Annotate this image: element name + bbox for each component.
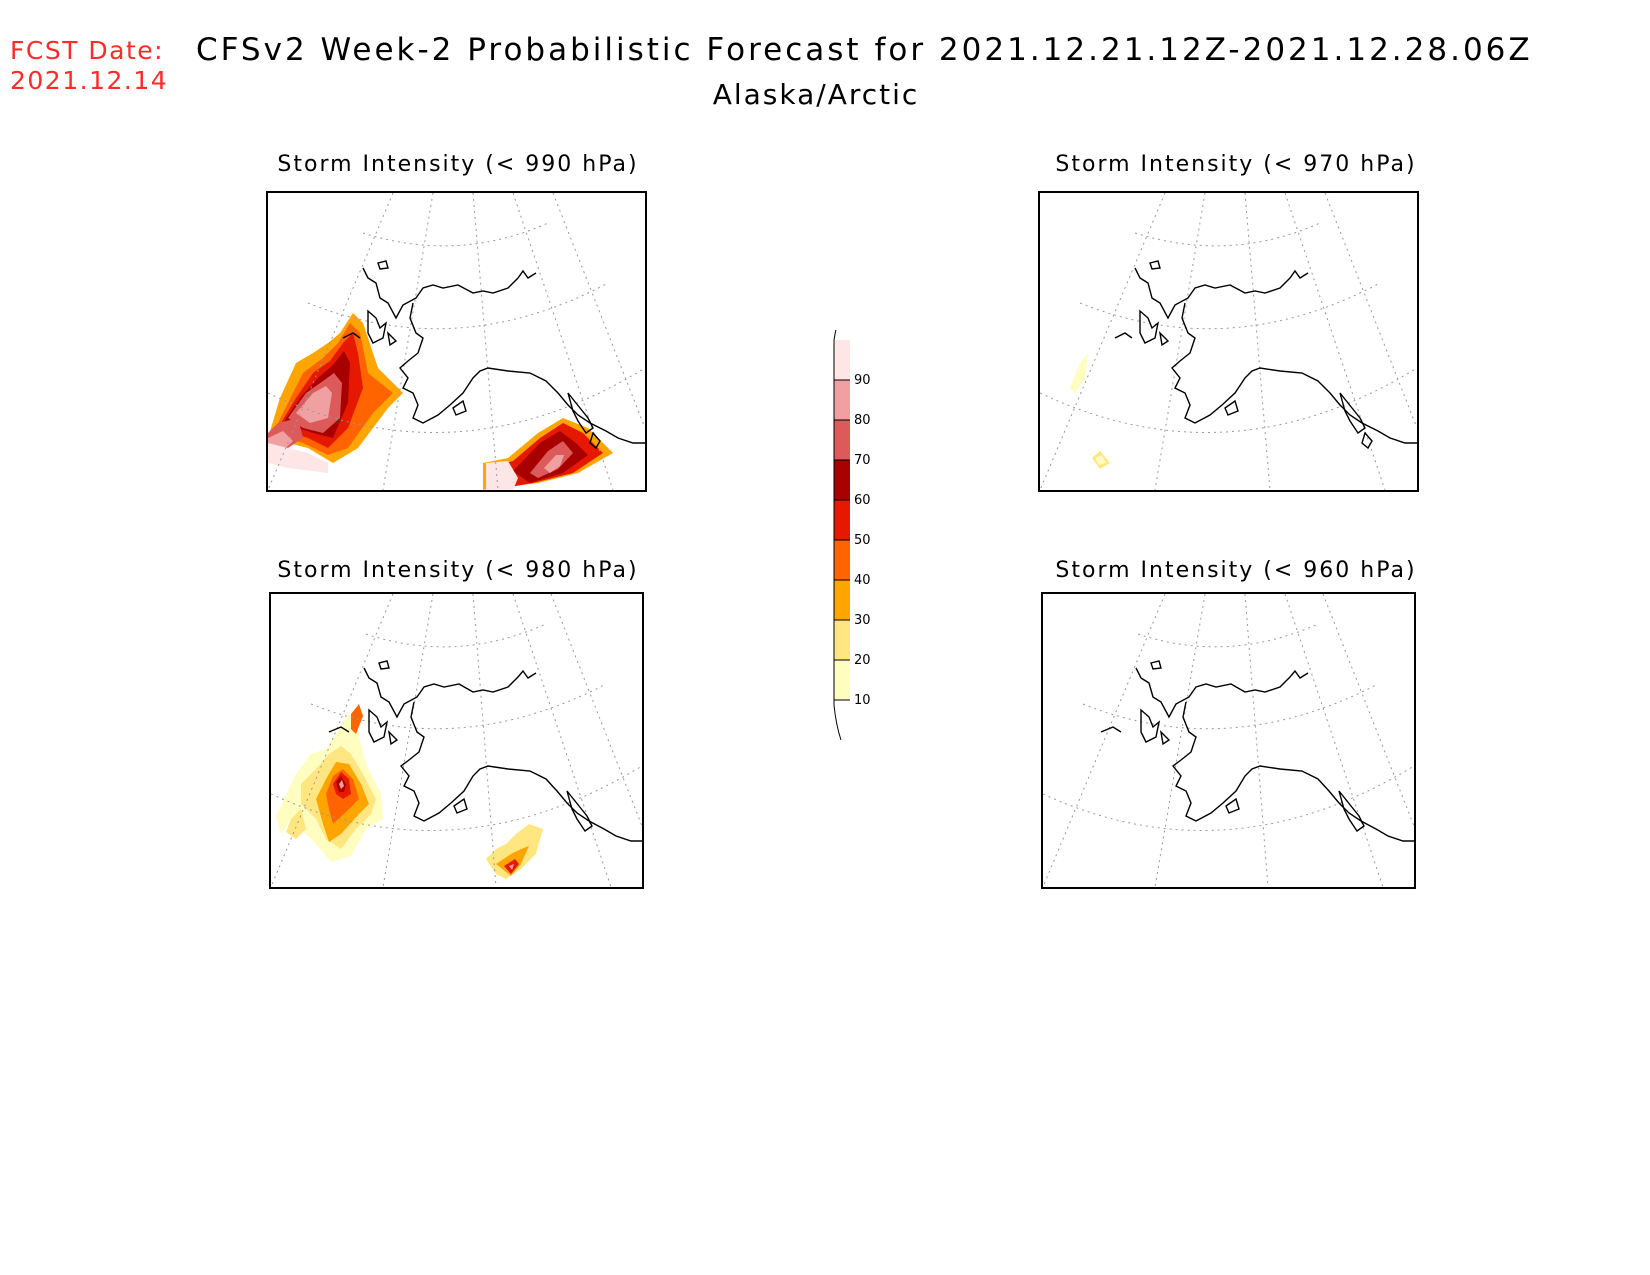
graticule <box>1040 193 1417 490</box>
colorbar-swatch <box>834 460 850 500</box>
map-990 <box>268 193 645 490</box>
map-panel-960 <box>1041 592 1416 889</box>
colorbar-swatch <box>834 420 850 460</box>
forecast-date-label: FCST Date: 2021.12.14 <box>10 36 168 96</box>
colorbar-upper-tip <box>833 330 837 341</box>
panel-title-990: Storm Intensity (< 990 hPa) <box>277 152 639 177</box>
probability-shading <box>276 704 543 879</box>
colorbar: 10 20 30 40 50 60 70 80 90 <box>833 330 871 741</box>
graticule <box>271 594 642 887</box>
graticule <box>1043 594 1414 887</box>
main-title-text: CFSv2 Week-2 Probabilistic Forecast for … <box>196 32 1533 68</box>
colorbar-label: 40 <box>854 573 871 588</box>
graticule <box>268 193 645 490</box>
colorbar-swatch <box>834 580 850 620</box>
colorbar-label: 10 <box>854 693 871 708</box>
map-panel-970 <box>1038 191 1419 492</box>
panel-title-970: Storm Intensity (< 970 hPa) <box>1055 152 1417 177</box>
forecast-date-value: 2021.12.14 <box>10 66 169 95</box>
coastline <box>1100 660 1414 842</box>
panel-title-980: Storm Intensity (< 980 hPa) <box>277 558 639 583</box>
colorbar-swatch <box>834 660 850 700</box>
colorbar-label: 90 <box>854 373 871 388</box>
colorbar-swatch <box>834 380 850 420</box>
colorbar-label: 60 <box>854 493 871 508</box>
colorbar-label: 80 <box>854 413 871 428</box>
region-subtitle: Alaska/Arctic <box>712 78 920 111</box>
colorbar-label: 20 <box>854 653 871 668</box>
colorbar-lower-tip <box>833 700 842 741</box>
coastline <box>328 660 642 842</box>
map-980 <box>271 594 642 887</box>
coastline <box>342 260 645 450</box>
colorbar-label: 30 <box>854 613 871 628</box>
colorbar-swatch <box>834 340 850 380</box>
colorbar-swatch <box>834 500 850 540</box>
map-panel-980 <box>269 592 644 889</box>
map-panel-990 <box>266 191 647 492</box>
panel-title-960: Storm Intensity (< 960 hPa) <box>1055 558 1417 583</box>
probability-shading <box>1070 353 1110 469</box>
map-970 <box>1040 193 1417 490</box>
colorbar-label: 70 <box>854 453 871 468</box>
map-960 <box>1043 594 1414 887</box>
colorbar-label: 50 <box>854 533 871 548</box>
forecast-date-caption: FCST Date: <box>10 36 165 65</box>
colorbar-swatch <box>834 540 850 580</box>
coastline <box>1114 260 1417 450</box>
probability-shading <box>268 313 613 490</box>
colorbar-swatch <box>834 620 850 660</box>
